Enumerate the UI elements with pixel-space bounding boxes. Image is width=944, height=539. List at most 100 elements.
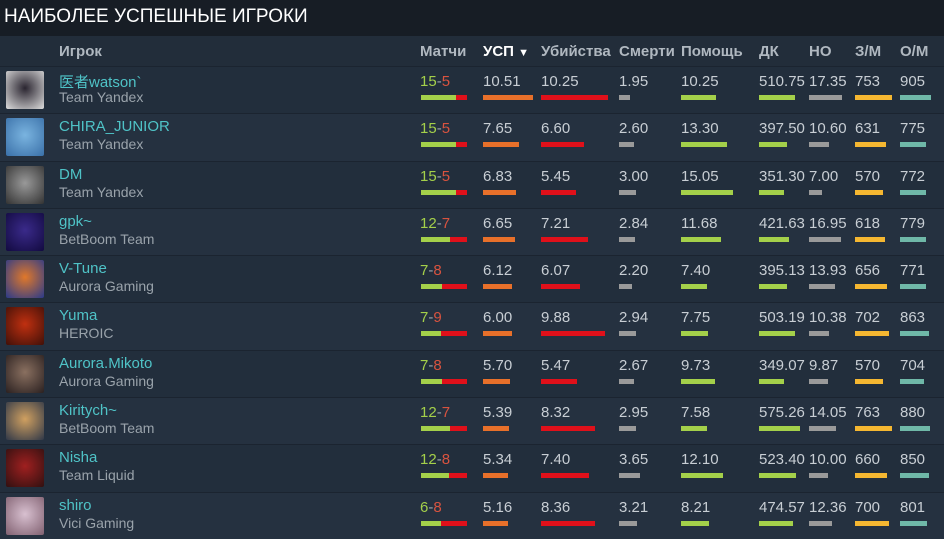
kills-bar bbox=[541, 331, 605, 337]
avatar[interactable] bbox=[6, 402, 44, 441]
col-xpm[interactable]: О/М bbox=[900, 43, 929, 60]
dk-value: 510.75 bbox=[759, 73, 805, 90]
col-gpm[interactable]: З/М bbox=[855, 43, 882, 60]
col-deaths[interactable]: Смерти bbox=[619, 43, 675, 60]
xpm-bar bbox=[900, 426, 930, 432]
player-name-link[interactable]: Aurora.Mikoto bbox=[59, 354, 153, 372]
player-name-link[interactable]: Nisha bbox=[59, 449, 98, 467]
deaths-value: 2.20 bbox=[619, 262, 649, 280]
player-name-link[interactable]: shiro bbox=[59, 496, 92, 514]
avatar[interactable] bbox=[6, 71, 44, 109]
losses-bar bbox=[450, 426, 467, 432]
table-row[interactable]: DM Team Yandex 15-5 6.83 5.45 3.00 15.05 351.… bbox=[0, 160, 944, 208]
xpm-value: 880 bbox=[900, 404, 926, 422]
wins-bar bbox=[421, 189, 456, 195]
col-kda[interactable]: УСП ▼ bbox=[483, 43, 529, 60]
avatar[interactable] bbox=[6, 118, 44, 157]
team-name: Vici Gaming bbox=[59, 514, 135, 531]
player-name-link[interactable]: DM bbox=[59, 165, 83, 183]
dk-bar bbox=[759, 142, 787, 148]
kda-value: 5.34 bbox=[483, 451, 513, 469]
player-name-link[interactable]: Yuma bbox=[59, 307, 98, 325]
gpm-value: 753 bbox=[855, 73, 881, 90]
table-row[interactable]: V-Tune Aurora Gaming 7-8 6.12 6.07 2.20 7.40… bbox=[0, 255, 944, 303]
dk-value: 523.40 bbox=[759, 451, 805, 469]
col-matches[interactable]: Матчи bbox=[420, 43, 467, 60]
gpm-bar bbox=[855, 473, 887, 479]
col-no[interactable]: НО bbox=[809, 43, 832, 60]
matches-record: 15-5 bbox=[420, 73, 451, 90]
matches-record: 6-8 bbox=[420, 498, 442, 516]
assists-value: 15.05 bbox=[681, 167, 719, 185]
wins-bar bbox=[421, 142, 456, 148]
gpm-value: 570 bbox=[855, 356, 881, 374]
losses-bar bbox=[449, 473, 467, 479]
kda-bar bbox=[483, 236, 515, 242]
table-row[interactable]: Aurora.Mikoto Aurora Gaming 7-8 5.70 5.47 2… bbox=[0, 349, 944, 398]
team-name: Aurora Gaming bbox=[59, 372, 154, 389]
table-body: 医者watson` Team Yandex 15-5 10.51 10.25 1.95… bbox=[0, 66, 944, 539]
col-player[interactable]: Игрок bbox=[59, 43, 102, 60]
table-row[interactable]: CHIRA_JUNIOR Team Yandex 15-5 7.65 6.60 2.6… bbox=[0, 113, 944, 161]
player-name-link[interactable]: 医者watson` bbox=[59, 74, 142, 91]
player-name-link[interactable]: Kiritych~ bbox=[59, 402, 117, 420]
dk-value: 349.07 bbox=[759, 356, 805, 374]
col-dk[interactable]: ДК bbox=[759, 43, 779, 60]
kills-value: 8.32 bbox=[541, 404, 571, 422]
col-assists[interactable]: Помощь bbox=[681, 43, 743, 60]
player-name-link[interactable]: gpk~ bbox=[59, 212, 92, 230]
table-row[interactable]: Yuma HEROIC 7-9 6.00 9.88 2.94 7.75 503.19 10.… bbox=[0, 302, 944, 350]
avatar[interactable] bbox=[6, 496, 44, 535]
team-name: Team Yandex bbox=[59, 89, 144, 105]
gpm-bar bbox=[855, 284, 887, 290]
losses-bar bbox=[442, 378, 467, 384]
table-row[interactable]: 医者watson` Team Yandex 15-5 10.51 10.25 1.95… bbox=[0, 66, 944, 114]
table-row[interactable]: Kiritych~ BetBoom Team 12-7 5.39 8.32 2.95 7… bbox=[0, 397, 944, 445]
deaths-value: 1.95 bbox=[619, 73, 649, 90]
table-row[interactable]: Nisha Team Liquid 12-8 5.34 7.40 3.65 12.10 5… bbox=[0, 444, 944, 492]
assists-bar bbox=[681, 426, 707, 432]
xpm-bar bbox=[900, 142, 926, 148]
avatar[interactable] bbox=[6, 165, 44, 204]
dk-value: 575.26 bbox=[759, 404, 805, 422]
matches-record: 12-7 bbox=[420, 214, 451, 232]
col-kills[interactable]: Убийства bbox=[541, 43, 611, 60]
table-row[interactable]: gpk~ BetBoom Team 12-7 6.65 7.21 2.84 11.68 4… bbox=[0, 207, 944, 256]
deaths-bar bbox=[619, 426, 636, 432]
dk-bar bbox=[759, 95, 795, 100]
col-kda-label: УСП bbox=[483, 43, 514, 60]
deaths-bar bbox=[619, 95, 630, 100]
player-name-link[interactable]: V-Tune bbox=[59, 260, 107, 278]
team-name: HEROIC bbox=[59, 325, 114, 342]
kills-bar bbox=[541, 236, 588, 242]
deaths-value: 3.65 bbox=[619, 451, 649, 469]
dk-value: 395.13 bbox=[759, 262, 805, 280]
avatar[interactable] bbox=[6, 307, 44, 346]
xpm-bar bbox=[900, 378, 924, 384]
gpm-value: 702 bbox=[855, 309, 881, 327]
xpm-bar bbox=[900, 473, 929, 479]
avatar[interactable] bbox=[6, 449, 44, 488]
avatar[interactable] bbox=[6, 260, 44, 299]
table-row[interactable]: shiro Vici Gaming 6-8 5.16 8.36 3.21 8.21 474… bbox=[0, 491, 944, 539]
losses-bar bbox=[456, 142, 467, 148]
assists-bar bbox=[681, 378, 715, 384]
avatar[interactable] bbox=[6, 354, 44, 393]
kills-bar bbox=[541, 284, 580, 290]
dk-bar bbox=[759, 426, 800, 432]
no-value: 13.93 bbox=[809, 262, 847, 280]
gpm-bar bbox=[855, 189, 883, 195]
matches-record: 7-8 bbox=[420, 356, 442, 374]
kills-value: 9.88 bbox=[541, 309, 571, 327]
kda-value: 5.39 bbox=[483, 404, 513, 422]
assists-value: 12.10 bbox=[681, 451, 719, 469]
losses: 5 bbox=[441, 167, 451, 185]
assists-bar bbox=[681, 331, 708, 337]
kda-value: 6.65 bbox=[483, 214, 513, 232]
assists-value: 7.75 bbox=[681, 309, 711, 327]
avatar[interactable] bbox=[6, 212, 44, 251]
xpm-bar bbox=[900, 236, 926, 242]
assists-bar bbox=[681, 473, 723, 479]
assists-value: 7.40 bbox=[681, 262, 711, 280]
player-name-link[interactable]: CHIRA_JUNIOR bbox=[59, 118, 170, 136]
